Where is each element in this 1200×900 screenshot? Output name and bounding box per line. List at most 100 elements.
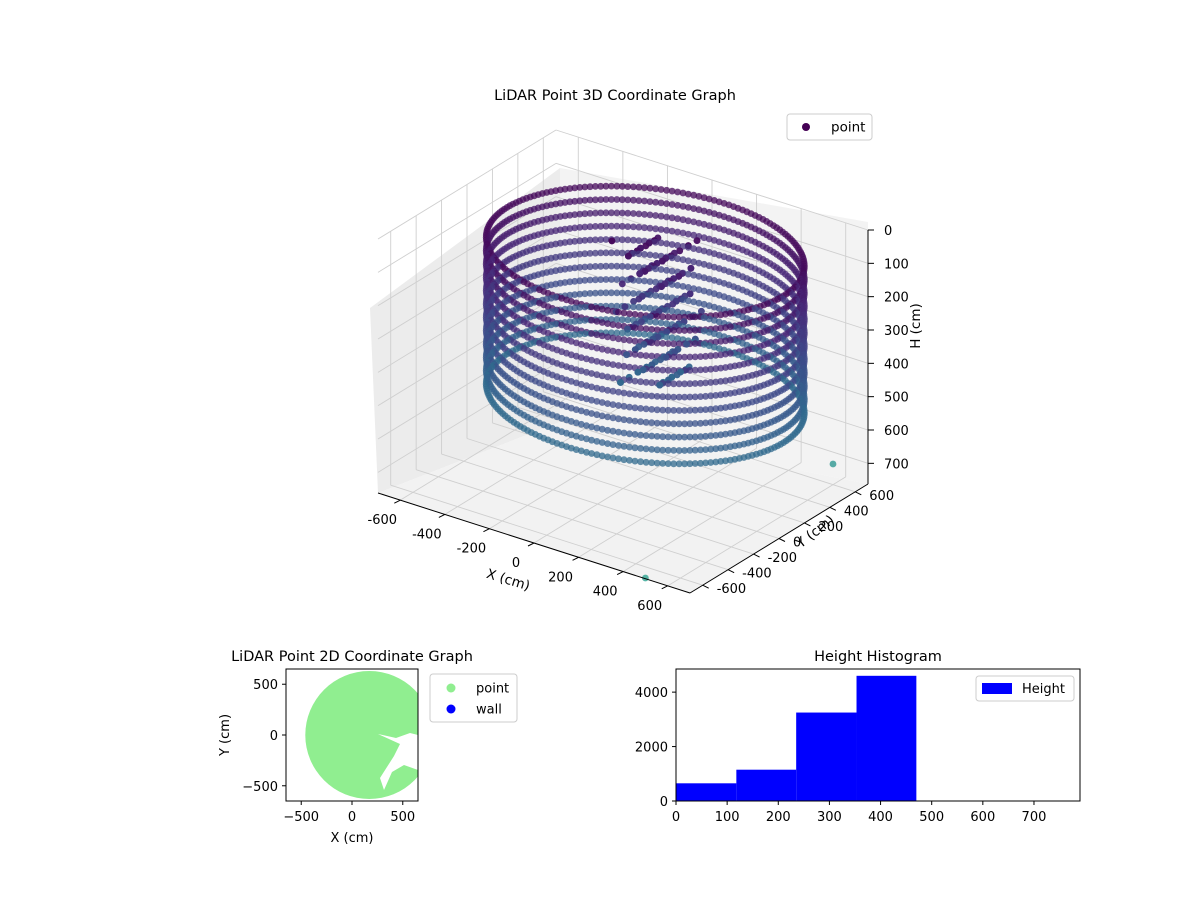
chart3d-point	[700, 247, 708, 255]
chart3d-point	[653, 313, 661, 320]
chart3d-point	[705, 302, 713, 310]
chart3d-point	[700, 194, 708, 202]
chart3d-ztick-label: 300	[884, 324, 909, 339]
hist-xtick-label: 400	[868, 810, 893, 825]
chart3d-point	[664, 393, 672, 401]
chart3d-point	[630, 196, 637, 204]
chart3d-point	[707, 445, 715, 453]
chart3d-point	[588, 316, 595, 324]
hist-legend-label: Height	[1022, 682, 1065, 697]
chart3d-point	[663, 213, 670, 221]
chart3d-ytick	[727, 569, 735, 574]
chart3d-point	[634, 368, 642, 376]
chart3d-point	[577, 394, 585, 401]
chart3d-point	[608, 237, 616, 245]
chart3d-point	[686, 353, 694, 361]
chart3d-point	[702, 352, 709, 360]
chart3d-point	[617, 379, 624, 386]
chart3d-point	[700, 340, 708, 348]
chart3d-point	[684, 190, 692, 198]
chart3d-grid-z-left	[377, 229, 557, 340]
chart3d-point	[691, 353, 699, 361]
chart3d-point	[597, 249, 605, 257]
chart3d-point	[653, 419, 661, 427]
chart3d-point	[695, 286, 703, 294]
chart3d-point	[581, 223, 589, 231]
chart3d-point	[602, 209, 610, 217]
chart3d-point	[668, 227, 676, 235]
chart3d-point	[707, 419, 715, 426]
chart3d-point	[602, 182, 610, 190]
chart3d-point	[674, 188, 681, 196]
chart3d-point	[637, 431, 644, 439]
chart3d-point	[705, 235, 713, 243]
chart3d-point	[653, 433, 661, 440]
chart3d-point	[624, 196, 632, 204]
chart3d-xtick	[483, 528, 490, 533]
chart3d-point	[576, 184, 584, 191]
chart3d-point	[630, 236, 637, 244]
chart3d-point	[690, 231, 698, 239]
chart3d-point	[707, 405, 715, 413]
chart3d-point	[615, 308, 622, 316]
chart3d-point	[618, 209, 626, 217]
chart3d-point	[592, 263, 599, 270]
chart3d-point	[674, 228, 681, 236]
chart3d-point	[705, 342, 713, 350]
chart3d-grid-y	[466, 438, 780, 539]
chart3d-point	[631, 337, 639, 345]
chart3d-xtick-label: -200	[457, 542, 487, 557]
chart3d-point	[686, 420, 694, 428]
chart3d-point	[581, 183, 589, 191]
chart3d-point	[608, 262, 615, 270]
chart3d-point	[626, 430, 633, 438]
chart3d-point	[598, 412, 606, 420]
chart3d-point	[588, 423, 595, 431]
chart3d-point	[641, 268, 649, 275]
chart3d-point	[635, 295, 643, 303]
chart3d-point	[659, 433, 667, 441]
chart3d-point	[697, 406, 704, 414]
chart3d-point	[663, 266, 670, 274]
chart3d-point	[624, 209, 632, 217]
chart3d-point	[635, 237, 643, 245]
chart3d-point	[609, 334, 617, 342]
chart3d-point	[652, 185, 659, 193]
chart3d-point	[695, 273, 703, 280]
chart3d-point	[674, 255, 681, 263]
chart3d-point	[604, 386, 611, 394]
chart3d-point	[577, 380, 585, 388]
chart3d-point	[576, 237, 584, 245]
chart3d-point	[624, 316, 632, 324]
chart3d-point	[598, 345, 606, 353]
chart3d-point	[652, 238, 659, 246]
chart3d-point	[653, 393, 661, 400]
chart3d-point	[598, 425, 606, 433]
chart3d-point	[707, 459, 715, 466]
chart3d-point	[588, 450, 595, 457]
chart3d-point	[626, 390, 633, 398]
chart3d-point	[652, 212, 659, 219]
chart3d-point	[624, 223, 632, 231]
chart3d-point	[697, 379, 704, 387]
chart3d-point	[641, 304, 648, 312]
chart3d-point	[631, 351, 639, 358]
chart3d-point	[658, 283, 665, 290]
chart3d-point	[576, 304, 584, 311]
chart3d-point	[604, 373, 611, 381]
chart3d-point	[586, 210, 594, 217]
chart3d-point	[602, 236, 610, 243]
chart3d-point	[653, 339, 661, 347]
chart3d-point	[663, 333, 670, 341]
chart3d-grid-y	[543, 391, 856, 493]
chart3d-point	[586, 290, 594, 297]
chart3d-point	[620, 402, 628, 410]
chart3d-ytick-label: -200	[768, 551, 798, 566]
chart3d-ytick	[753, 553, 760, 558]
chart3d-point	[576, 224, 584, 231]
chart3d-point	[658, 257, 666, 265]
chart3d-point	[592, 196, 599, 204]
chart3d-point	[588, 356, 595, 364]
chart3d-point	[707, 392, 715, 400]
chart3d-point	[624, 276, 632, 284]
